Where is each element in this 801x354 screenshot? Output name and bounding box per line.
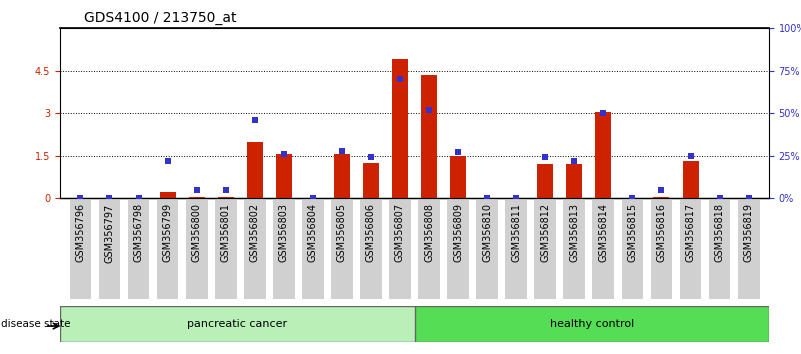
FancyBboxPatch shape — [650, 200, 672, 299]
Bar — [450, 156, 466, 198]
Bar — [60, 306, 415, 342]
Point — [393, 76, 406, 82]
Text: GSM356810: GSM356810 — [482, 203, 492, 262]
Bar — [654, 197, 670, 198]
FancyBboxPatch shape — [360, 200, 382, 299]
Bar — [682, 161, 698, 198]
Bar — [392, 59, 408, 198]
Point — [74, 195, 87, 201]
Text: GSM356806: GSM356806 — [366, 203, 376, 262]
Bar — [334, 154, 350, 198]
Text: GSM356816: GSM356816 — [657, 203, 666, 262]
Bar — [566, 164, 582, 198]
FancyBboxPatch shape — [273, 200, 295, 299]
Text: GSM356809: GSM356809 — [453, 203, 463, 262]
Point — [248, 117, 261, 123]
Text: GSM356817: GSM356817 — [686, 203, 695, 263]
Bar — [218, 197, 234, 198]
Bar — [159, 192, 175, 198]
FancyBboxPatch shape — [302, 200, 324, 299]
Point — [509, 195, 522, 201]
Bar — [537, 164, 553, 198]
FancyBboxPatch shape — [622, 200, 643, 299]
Point — [423, 107, 436, 113]
Point — [336, 148, 348, 154]
Point — [277, 151, 290, 157]
Text: disease state: disease state — [1, 319, 70, 329]
Text: GSM356797: GSM356797 — [104, 203, 115, 263]
FancyBboxPatch shape — [477, 200, 498, 299]
Bar — [595, 112, 611, 198]
FancyBboxPatch shape — [418, 200, 440, 299]
Text: GDS4100 / 213750_at: GDS4100 / 213750_at — [84, 11, 236, 25]
Text: GSM356818: GSM356818 — [714, 203, 725, 262]
Point — [655, 187, 668, 193]
Text: GSM356802: GSM356802 — [250, 203, 260, 263]
Point — [713, 195, 726, 201]
Text: GSM356796: GSM356796 — [75, 203, 86, 263]
FancyBboxPatch shape — [99, 200, 120, 299]
Point — [452, 149, 465, 155]
Text: GSM356807: GSM356807 — [395, 203, 405, 263]
Point — [161, 158, 174, 164]
Point — [568, 158, 581, 164]
Text: pancreatic cancer: pancreatic cancer — [187, 319, 288, 329]
FancyBboxPatch shape — [186, 200, 207, 299]
Text: healthy control: healthy control — [549, 319, 634, 329]
FancyBboxPatch shape — [244, 200, 266, 299]
Bar — [276, 154, 292, 198]
Text: GSM356803: GSM356803 — [279, 203, 289, 262]
FancyBboxPatch shape — [738, 200, 759, 299]
FancyBboxPatch shape — [534, 200, 556, 299]
Point — [743, 195, 755, 201]
FancyBboxPatch shape — [331, 200, 352, 299]
Bar — [188, 197, 204, 198]
FancyBboxPatch shape — [447, 200, 469, 299]
Text: GSM356815: GSM356815 — [627, 203, 638, 263]
Text: GSM356814: GSM356814 — [598, 203, 609, 262]
FancyBboxPatch shape — [70, 200, 91, 299]
Bar — [247, 142, 263, 198]
Point — [132, 195, 145, 201]
FancyBboxPatch shape — [593, 200, 614, 299]
Text: GSM356819: GSM356819 — [743, 203, 754, 262]
Text: GSM356798: GSM356798 — [134, 203, 143, 263]
Point — [539, 155, 552, 160]
Text: GSM356808: GSM356808 — [424, 203, 434, 262]
FancyBboxPatch shape — [215, 200, 236, 299]
Bar — [415, 306, 769, 342]
Text: GSM356812: GSM356812 — [540, 203, 550, 263]
FancyBboxPatch shape — [389, 200, 411, 299]
Text: GSM356804: GSM356804 — [308, 203, 318, 262]
Text: GSM356801: GSM356801 — [220, 203, 231, 262]
Text: GSM356800: GSM356800 — [191, 203, 202, 262]
Text: GSM356813: GSM356813 — [570, 203, 579, 262]
Point — [626, 195, 639, 201]
Point — [364, 155, 377, 160]
FancyBboxPatch shape — [157, 200, 179, 299]
Point — [190, 187, 203, 193]
Text: GSM356811: GSM356811 — [511, 203, 521, 262]
Point — [219, 187, 232, 193]
FancyBboxPatch shape — [709, 200, 731, 299]
Point — [103, 195, 116, 201]
FancyBboxPatch shape — [505, 200, 527, 299]
Text: GSM356805: GSM356805 — [337, 203, 347, 263]
FancyBboxPatch shape — [679, 200, 702, 299]
Point — [307, 195, 320, 201]
Text: GSM356799: GSM356799 — [163, 203, 172, 263]
Bar — [363, 163, 379, 198]
Point — [684, 153, 697, 159]
FancyBboxPatch shape — [563, 200, 586, 299]
Point — [597, 110, 610, 116]
Point — [481, 195, 493, 201]
Bar — [421, 75, 437, 198]
FancyBboxPatch shape — [127, 200, 150, 299]
